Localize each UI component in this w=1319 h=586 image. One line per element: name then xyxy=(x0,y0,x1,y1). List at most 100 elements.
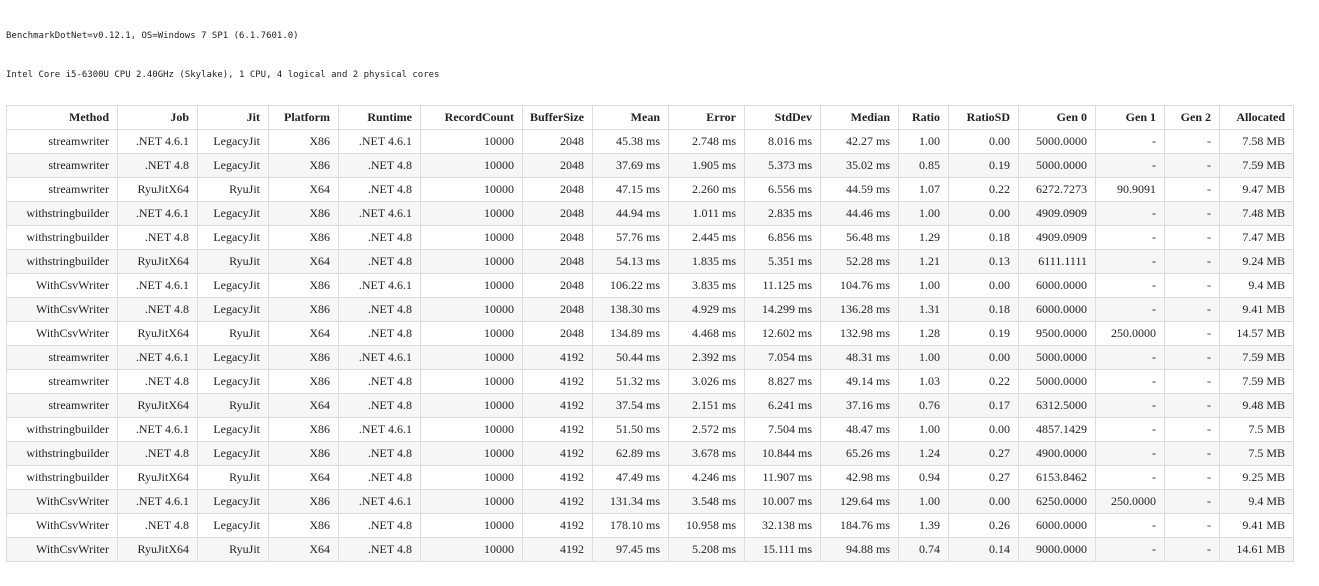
cell-allocated: 9.25 MB xyxy=(1219,465,1294,490)
cell-job: RyuJitX64 xyxy=(117,393,198,418)
cell-ratio: 1.00 xyxy=(898,417,949,442)
column-header-error: Error xyxy=(668,105,745,130)
cell-gen0: 5000.0000 xyxy=(1018,153,1096,178)
cell-error: 2.392 ms xyxy=(668,345,745,370)
table-row: WithCsvWriter .NET 4.8 LegacyJit X86 .NET 4.… xyxy=(6,513,1294,538)
cell-method: streamwriter xyxy=(6,369,118,394)
cell-error: 2.748 ms xyxy=(668,129,745,154)
cell-stddev: 6.241 ms xyxy=(744,393,821,418)
cell-gen0: 5000.0000 xyxy=(1018,345,1096,370)
cell-gen1: - xyxy=(1095,201,1165,226)
cell-runtime: .NET 4.8 xyxy=(338,249,421,274)
cell-gen2: - xyxy=(1164,489,1220,514)
column-header-allocated: Allocated xyxy=(1219,105,1294,130)
env-line-benchmarkdotnet: BenchmarkDotNet=v0.12.1, OS=Windows 7 SP… xyxy=(6,31,299,41)
cell-gen1: 90.9091 xyxy=(1095,177,1165,202)
cell-recordcount: 10000 xyxy=(420,465,523,490)
cell-median: 132.98 ms xyxy=(820,321,899,346)
cell-buffersize: 2048 xyxy=(522,201,593,226)
cell-mean: 97.45 ms xyxy=(592,537,669,562)
cell-mean: 37.69 ms xyxy=(592,153,669,178)
column-header-jit: Jit xyxy=(197,105,269,130)
cell-buffersize: 2048 xyxy=(522,321,593,346)
table-row: WithCsvWriter RyuJitX64 RyuJit X64 .NET 4.8 1… xyxy=(6,321,1294,346)
cell-method: WithCsvWriter xyxy=(6,321,118,346)
column-header-mean: Mean xyxy=(592,105,669,130)
cell-ratio: 1.03 xyxy=(898,369,949,394)
cell-recordcount: 10000 xyxy=(420,321,523,346)
cell-error: 2.445 ms xyxy=(668,225,745,250)
table-row: WithCsvWriter .NET 4.6.1 LegacyJit X86 .NET … xyxy=(6,489,1294,514)
cell-stddev: 15.111 ms xyxy=(744,537,821,562)
cell-jit: LegacyJit xyxy=(197,129,269,154)
cell-buffersize: 2048 xyxy=(522,297,593,322)
cell-stddev: 7.504 ms xyxy=(744,417,821,442)
cell-method: withstringbuilder xyxy=(6,465,118,490)
cell-stddev: 14.299 ms xyxy=(744,297,821,322)
table-row: streamwriter .NET 4.8 LegacyJit X86 .NET 4.8… xyxy=(6,153,1294,178)
cell-buffersize: 4192 xyxy=(522,537,593,562)
cell-ratio: 1.21 xyxy=(898,249,949,274)
cell-recordcount: 10000 xyxy=(420,393,523,418)
cell-platform: X86 xyxy=(268,417,339,442)
cell-runtime: .NET 4.6.1 xyxy=(338,489,421,514)
cell-stddev: 5.351 ms xyxy=(744,249,821,274)
cell-ratiosd: 0.00 xyxy=(948,129,1019,154)
cell-gen0: 4909.0909 xyxy=(1018,225,1096,250)
cell-gen0: 9000.0000 xyxy=(1018,537,1096,562)
cell-ratiosd: 0.22 xyxy=(948,369,1019,394)
table-row: streamwriter RyuJitX64 RyuJit X64 .NET 4.8 10… xyxy=(6,393,1294,418)
table-row: withstringbuilder .NET 4.6.1 LegacyJit X86.… xyxy=(6,417,1294,442)
cell-gen0: 6250.0000 xyxy=(1018,489,1096,514)
cell-platform: X86 xyxy=(268,129,339,154)
cell-jit: LegacyJit xyxy=(197,417,269,442)
env-line-cpu: Intel Core i5-6300U CPU 2.40GHz (Skylake… xyxy=(6,70,440,80)
cell-platform: X86 xyxy=(268,441,339,466)
cell-stddev: 7.054 ms xyxy=(744,345,821,370)
cell-gen1: - xyxy=(1095,393,1165,418)
cell-error: 2.572 ms xyxy=(668,417,745,442)
cell-jit: LegacyJit xyxy=(197,513,269,538)
cell-gen2: - xyxy=(1164,273,1220,298)
cell-mean: 50.44 ms xyxy=(592,345,669,370)
cell-runtime: .NET 4.8 xyxy=(338,297,421,322)
cell-allocated: 7.59 MB xyxy=(1219,345,1294,370)
cell-gen1: - xyxy=(1095,465,1165,490)
column-header-recordcount: RecordCount xyxy=(420,105,523,130)
cell-runtime: .NET 4.8 xyxy=(338,465,421,490)
cell-gen0: 5000.0000 xyxy=(1018,129,1096,154)
cell-platform: X86 xyxy=(268,225,339,250)
column-header-stddev: StdDev xyxy=(744,105,821,130)
table-row: withstringbuilder RyuJitX64 RyuJit X64 .NET … xyxy=(6,465,1294,490)
column-header-gen1: Gen 1 xyxy=(1095,105,1165,130)
cell-ratio: 1.00 xyxy=(898,345,949,370)
cell-allocated: 9.47 MB xyxy=(1219,177,1294,202)
cell-jit: LegacyJit xyxy=(197,369,269,394)
cell-platform: X86 xyxy=(268,297,339,322)
cell-gen2: - xyxy=(1164,321,1220,346)
cell-platform: X86 xyxy=(268,345,339,370)
cell-median: 48.31 ms xyxy=(820,345,899,370)
cell-runtime: .NET 4.8 xyxy=(338,393,421,418)
cell-error: 4.246 ms xyxy=(668,465,745,490)
cell-allocated: 9.41 MB xyxy=(1219,297,1294,322)
cell-platform: X64 xyxy=(268,177,339,202)
cell-allocated: 7.5 MB xyxy=(1219,441,1294,466)
cell-method: streamwriter xyxy=(6,393,118,418)
cell-recordcount: 10000 xyxy=(420,249,523,274)
cell-mean: 178.10 ms xyxy=(592,513,669,538)
cell-ratiosd: 0.00 xyxy=(948,417,1019,442)
cell-runtime: .NET 4.8 xyxy=(338,177,421,202)
cell-median: 37.16 ms xyxy=(820,393,899,418)
cell-mean: 44.94 ms xyxy=(592,201,669,226)
cell-platform: X64 xyxy=(268,321,339,346)
cell-buffersize: 4192 xyxy=(522,513,593,538)
cell-ratiosd: 0.18 xyxy=(948,297,1019,322)
cell-recordcount: 10000 xyxy=(420,345,523,370)
cell-method: withstringbuilder xyxy=(6,441,118,466)
cell-runtime: .NET 4.8 xyxy=(338,513,421,538)
cell-buffersize: 2048 xyxy=(522,153,593,178)
cell-buffersize: 4192 xyxy=(522,465,593,490)
cell-median: 56.48 ms xyxy=(820,225,899,250)
cell-runtime: .NET 4.8 xyxy=(338,321,421,346)
